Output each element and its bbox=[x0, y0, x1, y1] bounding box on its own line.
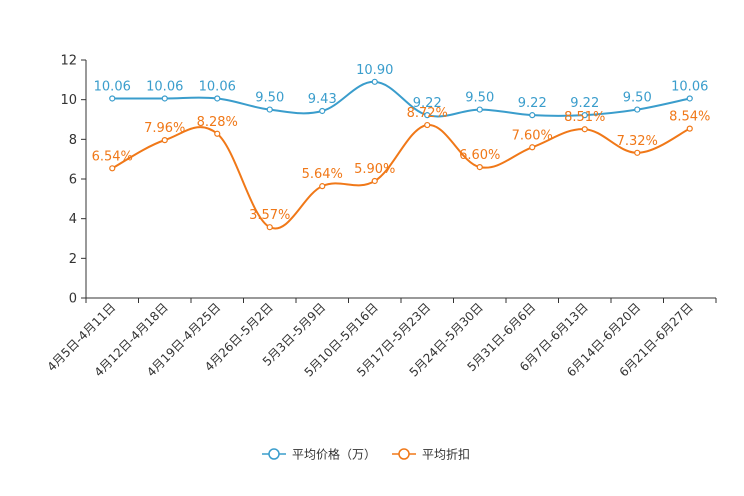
series-discount-point bbox=[476, 164, 483, 171]
series-price-point bbox=[214, 95, 221, 102]
series-price-point bbox=[109, 95, 116, 102]
y-tick-label: 10 bbox=[60, 93, 77, 108]
series-price-point bbox=[529, 112, 536, 119]
series-discount-data-label: 7.32% bbox=[617, 134, 658, 149]
series-discount-point bbox=[266, 224, 273, 231]
series-discount-data-label: 8.54% bbox=[669, 110, 710, 125]
series-price-data-label: 9.22 bbox=[570, 96, 599, 111]
series-price-legend-marker bbox=[268, 448, 280, 460]
series-discount-data-label: 6.54% bbox=[92, 149, 133, 164]
series-price-data-label: 9.22 bbox=[413, 96, 442, 111]
series-discount-legend-label: 平均折扣 bbox=[422, 447, 470, 462]
series-discount-data-label: 6.60% bbox=[459, 148, 500, 163]
series-price-point bbox=[476, 106, 483, 113]
series-price-point bbox=[686, 95, 693, 102]
series-price-point bbox=[161, 95, 168, 102]
series-price-point bbox=[424, 112, 431, 119]
series-price-data-label: 10.06 bbox=[94, 79, 131, 94]
series-price-data-label: 10.06 bbox=[146, 79, 183, 94]
x-axis: 4月5日-4月11日4月12日-4月18日4月19日-4月25日4月26日-5月… bbox=[44, 297, 717, 380]
series-discount-point bbox=[109, 165, 116, 172]
series-discount-data-label: 8.51% bbox=[564, 110, 605, 125]
series-price-point bbox=[634, 106, 641, 113]
series-discount-data-label: 7.60% bbox=[512, 128, 553, 143]
series-discount-point bbox=[424, 121, 431, 129]
series-price-point bbox=[371, 78, 378, 85]
legend: 平均价格（万） 平均折扣 bbox=[262, 447, 470, 462]
y-tick-label: 6 bbox=[69, 173, 77, 188]
series-discount-point bbox=[371, 177, 378, 185]
y-tick-label: 4 bbox=[69, 212, 77, 227]
series-layer bbox=[109, 78, 693, 231]
series-discount-point bbox=[161, 137, 168, 144]
series-discount-data-label: 5.64% bbox=[302, 167, 343, 182]
series-discount-point bbox=[319, 183, 326, 190]
series-discount-data-label: 3.57% bbox=[249, 208, 290, 223]
y-tick-label: 12 bbox=[60, 54, 77, 69]
series-discount-data-label: 5.90% bbox=[354, 162, 395, 177]
series-price-data-label: 9.22 bbox=[518, 96, 547, 111]
series-discount-point bbox=[214, 130, 221, 137]
series-price-data-label: 10.90 bbox=[356, 63, 393, 78]
series-discount-data-label: 8.72% bbox=[407, 106, 448, 121]
series-price-point bbox=[266, 106, 273, 113]
y-axis: 0 2 4 6 8 10 12 bbox=[60, 54, 87, 307]
series-price-data-label: 10.06 bbox=[671, 79, 708, 94]
series-discount-point bbox=[686, 125, 693, 132]
series-price-legend-label: 平均价格（万） bbox=[292, 447, 376, 462]
series-price-data-label: 9.50 bbox=[623, 91, 652, 106]
series-price-data-label: 9.43 bbox=[308, 92, 337, 107]
series-discount-line bbox=[111, 124, 691, 230]
series-discount-point bbox=[634, 149, 641, 156]
series-price-data-label: 9.50 bbox=[465, 91, 494, 106]
series-discount-legend-marker bbox=[398, 448, 410, 460]
y-tick-label: 2 bbox=[69, 252, 77, 267]
series-discount-data-label: 8.28% bbox=[197, 115, 238, 130]
series-price-data-label: 9.50 bbox=[255, 91, 284, 106]
y-tick-label: 0 bbox=[69, 292, 77, 307]
series-price-point bbox=[319, 107, 326, 115]
y-tick-label: 8 bbox=[69, 133, 77, 148]
data-labels: 10.06 10.06 10.06 9.50 9.43 10.90 9.22 9.50 9.22… bbox=[92, 63, 711, 223]
series-discount-data-label: 7.96% bbox=[144, 121, 185, 136]
series-price-data-label: 10.06 bbox=[199, 79, 236, 94]
series-price-point bbox=[581, 112, 588, 119]
series-discount-point bbox=[581, 126, 588, 133]
series-discount-point bbox=[529, 144, 536, 151]
